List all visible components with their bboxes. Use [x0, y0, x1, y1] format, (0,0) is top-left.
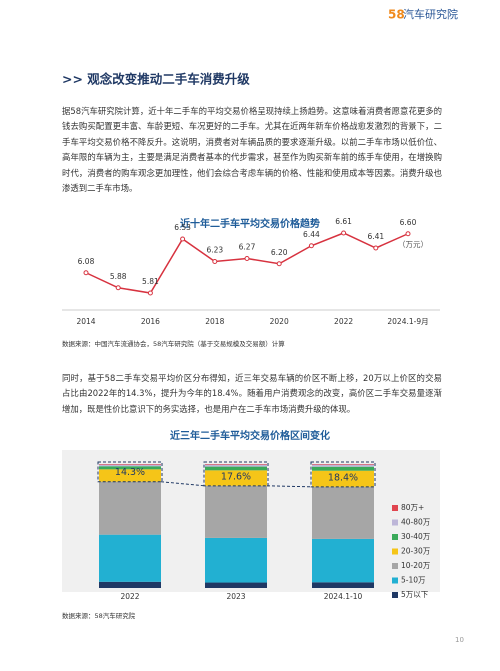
annotation: 18.4%	[328, 472, 358, 483]
bar-segment	[99, 466, 161, 470]
x-tick-label: 2023	[226, 592, 245, 601]
legend-swatch	[392, 534, 398, 540]
bar-segment	[205, 464, 267, 465]
point	[115, 285, 121, 291]
highlight-box	[203, 461, 269, 487]
point	[373, 245, 379, 251]
point	[180, 236, 186, 242]
x-tick-label: 2020	[270, 317, 289, 326]
value-label: 6.44	[303, 230, 320, 239]
value-label: 5.81	[142, 277, 159, 286]
bar-segment	[312, 538, 374, 583]
bar-segment	[99, 464, 161, 465]
value-label: 6.60	[400, 218, 417, 227]
bar-segment	[205, 466, 267, 471]
x-tick-label: 2014	[76, 317, 95, 326]
legend-swatch	[392, 563, 398, 569]
x-tick-label: 2024.1-9月	[387, 317, 428, 326]
bar-segment	[312, 464, 374, 465]
highlight-box	[310, 461, 376, 488]
legend-swatch	[392, 548, 398, 555]
point	[244, 256, 250, 261]
bar-segment	[99, 581, 161, 588]
legend-label: 5-10万	[401, 576, 426, 585]
legend-label: 80万+	[401, 503, 424, 512]
bar-segment	[99, 534, 161, 582]
chart-title: 近十年二手车平均交易价格趋势	[180, 217, 320, 230]
point	[341, 230, 347, 236]
bar-segment	[312, 486, 374, 539]
highlight-box	[97, 461, 163, 483]
bar-segment	[312, 464, 374, 467]
page-number: 10	[455, 636, 464, 644]
bar-segment	[312, 582, 374, 588]
value-label: 6.61	[335, 217, 352, 226]
bar-segment	[312, 470, 374, 487]
legend-label: 20-30万	[401, 547, 431, 556]
bar-segment	[205, 537, 267, 583]
point	[212, 259, 218, 264]
value-label: 6.27	[239, 243, 256, 252]
bar-segment	[312, 466, 374, 471]
legend-label: 5万以下	[401, 590, 429, 599]
x-tick-label: 2018	[205, 317, 224, 326]
source: 数据来源：58汽车研究院	[62, 611, 136, 620]
logo-text: 汽车研究院	[403, 7, 458, 21]
legend-label: 40-80万	[401, 518, 431, 527]
source: 数据来源：中国汽车流通协会，58汽车研究院（基于交易规模及交易额）计算	[62, 339, 285, 348]
x-tick-label: 2024.1-10	[324, 592, 363, 601]
point	[308, 243, 314, 249]
bar-segment	[99, 464, 161, 467]
paragraph: 同时，基于58二手车交易平均价区分布得知，近三年交易车辆的价区不断上移，20万以…	[62, 373, 442, 414]
value-label: 6.53	[174, 223, 191, 232]
legend-label: 10-20万	[401, 561, 431, 570]
legend-label: 30-40万	[401, 532, 431, 541]
point	[276, 261, 282, 267]
point	[83, 270, 89, 276]
paragraph: 据58汽车研究院计算，近十年二手车的平均交易价格呈现持续上扬趋势。这意味着消费者…	[62, 106, 442, 194]
bar-segment	[205, 470, 267, 486]
x-tick-label: 2022	[120, 592, 139, 601]
chart-title: 近三年二手车平均交易价格区间变化	[170, 429, 330, 442]
value-label: 6.08	[78, 257, 95, 266]
bar-segment	[205, 464, 267, 467]
section-title: >> 观念改变推动二手车消费升级	[62, 72, 250, 87]
connector	[160, 481, 206, 487]
value-label: 5.88	[110, 272, 127, 281]
annotation: 14.3%	[115, 467, 145, 478]
value-label: 6.23	[206, 246, 223, 255]
connector	[266, 485, 313, 488]
bar-segment	[99, 469, 161, 482]
point	[405, 231, 411, 237]
legend-swatch	[392, 519, 398, 526]
x-tick-label: 2016	[141, 317, 160, 326]
bar-segment	[205, 485, 267, 538]
point	[147, 290, 153, 296]
bar-segment	[205, 582, 267, 588]
bar-segment	[99, 481, 161, 535]
legend-swatch	[392, 592, 398, 598]
unit-label: （万元）	[398, 240, 428, 249]
x-tick-label: 2022	[334, 317, 353, 326]
legend-swatch	[392, 505, 398, 511]
annotation: 17.6%	[221, 471, 251, 482]
logo-number: 58	[388, 8, 405, 22]
value-label: 6.20	[271, 248, 288, 257]
value-label: 6.41	[367, 232, 384, 241]
legend-swatch	[392, 577, 398, 584]
